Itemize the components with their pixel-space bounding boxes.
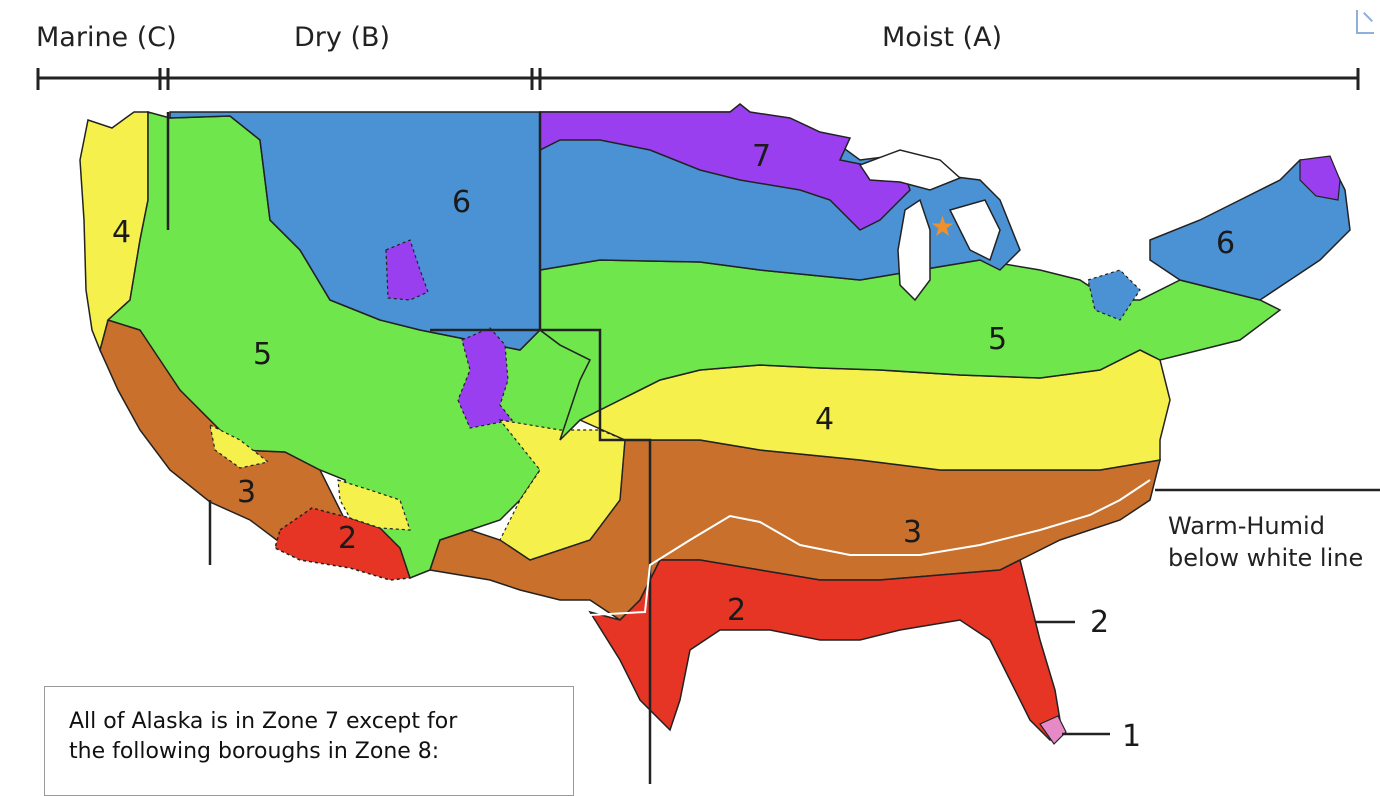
zone-7-north-region [539,103,911,231]
zone-1-region [1039,715,1067,745]
zone-2-gulf-label: 2 [727,593,746,628]
zone-2-callout-label: 2 [1090,605,1109,640]
dry-regime-label: Dry (B) [294,22,390,53]
zone-3-west-label: 3 [237,475,256,510]
zone-4-nevada-patch [209,423,270,469]
star-marker-icon: ★ [930,210,955,243]
state-boundaries [166,112,1380,784]
marine-regime-label: Marine (C) [36,22,177,53]
zone-6-west-label: 6 [452,185,471,220]
alaska-note-box: All of Alaska is in Zone 7 except for th… [44,686,574,796]
zone-6-northeast-region [1149,159,1351,301]
zone-4-arizona-patch [337,479,411,531]
zone-5-east-label: 5 [988,322,1007,357]
warm-humid-label-line1: Warm-Humid [1168,512,1325,540]
zone-4-marine-label: 4 [112,215,131,250]
zone-6-west-region [169,111,541,351]
moist-regime-label: Moist (A) [882,22,1002,53]
zone-2-arizona-label: 2 [338,521,357,556]
zone-1-callout-label: 1 [1122,719,1141,754]
zone-7-colorado-patch [457,327,514,429]
great-lakes-superior [858,149,962,191]
alaska-note-line2: the following boroughs in Zone 8: [69,739,440,764]
moisture-regime-bar [36,68,1360,90]
great-lakes-michigan [897,198,931,302]
zone-6-pennsylvania-patch [1087,269,1141,321]
zone-5-west-label: 5 [253,337,272,372]
zone-4-east-label: 4 [815,402,834,437]
zone-2-gulf-region [588,558,1061,742]
warm-humid-white-line [589,479,1151,616]
zone-7-wyoming-patch [385,239,429,301]
expand-icon[interactable] [1356,10,1374,34]
great-lakes-huron [948,199,1001,262]
zone-3-south-label: 3 [903,515,922,550]
alaska-note-line1: All of Alaska is in Zone 7 except for [69,709,458,734]
warm-humid-label-line2: below white line [1168,544,1363,572]
zone-7-maine-patch [1299,155,1341,201]
zone-6-east-label: 6 [1216,226,1235,261]
zone-7-label: 7 [752,139,771,174]
